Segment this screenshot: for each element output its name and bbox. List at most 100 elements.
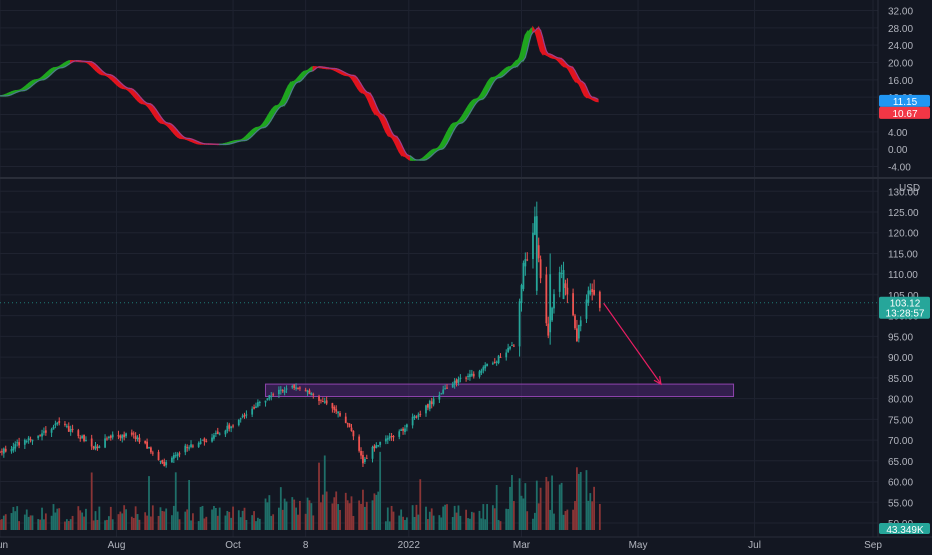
volume-bar <box>591 501 593 530</box>
volume-bar <box>402 517 404 530</box>
candle-body <box>374 446 376 448</box>
volume-bar <box>364 507 366 530</box>
osc-y-tick-label: 16.00 <box>888 76 913 87</box>
volume-bar <box>152 505 154 530</box>
candle-body <box>280 390 282 391</box>
volume-bar <box>0 520 1 530</box>
candle-body <box>297 388 299 389</box>
volume-bar <box>479 511 481 530</box>
candle-body <box>402 429 404 431</box>
volume-bar <box>282 510 284 530</box>
volume-bar <box>3 516 5 530</box>
candle-body <box>372 447 374 459</box>
price-y-tick-label: 125.00 <box>888 208 919 219</box>
candle-body <box>404 429 406 432</box>
volume-bar <box>119 512 121 530</box>
volume-bar <box>112 519 114 530</box>
volume-bar <box>270 516 272 530</box>
volume-bar <box>362 490 364 530</box>
candle-body <box>589 290 591 294</box>
volume-bar <box>95 511 97 530</box>
volume-bar <box>150 516 152 530</box>
volume-bar <box>225 516 227 530</box>
candle-body <box>335 409 337 411</box>
candle-body <box>226 426 228 431</box>
candle-body <box>599 292 601 308</box>
candle-body <box>259 402 261 403</box>
volume-bar <box>211 510 213 530</box>
volume-bar <box>580 472 582 530</box>
candle-body <box>494 362 496 363</box>
volume-bar <box>345 493 347 530</box>
volume-bar <box>540 488 542 530</box>
volume-bar <box>24 515 26 530</box>
volume-bar <box>278 508 280 530</box>
candle-body <box>385 439 387 442</box>
volume-bar <box>79 510 81 530</box>
volume-bar <box>244 508 246 530</box>
price-y-tick-label: 60.00 <box>888 478 913 489</box>
volume-bar <box>37 519 39 530</box>
candle-body <box>66 426 68 427</box>
volume-bar <box>465 510 467 530</box>
candle-body <box>509 347 511 349</box>
volume-bar <box>255 521 257 530</box>
volume-bar <box>205 517 207 530</box>
volume-bar <box>391 506 393 530</box>
candle-body <box>454 381 456 385</box>
volume-bar <box>257 518 259 530</box>
candle-body <box>349 424 351 428</box>
volume-bar <box>91 472 93 530</box>
candle-body <box>144 441 146 443</box>
volume-bar <box>551 476 553 530</box>
volume-bar <box>110 507 112 530</box>
price-y-tick-label: 80.00 <box>888 395 913 406</box>
volume-bar <box>77 506 79 530</box>
volume-bar <box>563 515 565 530</box>
candle-body <box>293 384 295 388</box>
volume-bar <box>171 515 173 530</box>
volume-bar <box>68 521 70 530</box>
volume-bar <box>165 509 167 530</box>
volume-bar <box>188 480 190 530</box>
candle-body <box>171 458 173 463</box>
candle-body <box>565 283 567 288</box>
volume-bar <box>404 520 406 530</box>
volume-bar <box>106 520 108 530</box>
candle-body <box>95 445 97 449</box>
volume-bar <box>536 481 538 530</box>
candle-body <box>30 439 32 440</box>
volume-bar <box>553 514 555 530</box>
candle-body <box>547 324 549 336</box>
support-zone-rect[interactable] <box>266 384 734 396</box>
candle-body <box>0 452 1 453</box>
volume-bar <box>305 514 307 530</box>
support-zone[interactable] <box>266 384 734 396</box>
volume-bar <box>498 520 500 530</box>
volume-bar <box>513 501 515 530</box>
candle-body <box>333 407 335 410</box>
volume-bar <box>458 505 460 530</box>
price-y-tick-label: 110.00 <box>888 270 918 281</box>
candle-body <box>505 353 507 358</box>
volume-bar <box>242 511 244 530</box>
volume-bar <box>519 478 521 530</box>
candle-body <box>5 449 7 452</box>
candle-body <box>244 415 246 417</box>
volume-bar <box>184 512 186 530</box>
candle-body <box>536 216 538 291</box>
candle-body <box>586 300 588 319</box>
volume-bar <box>26 509 28 530</box>
candle-body <box>433 399 435 405</box>
price-y-tick-label: 95.00 <box>888 332 913 343</box>
candle-body <box>310 393 312 395</box>
candle-body <box>152 453 154 454</box>
volume-bar <box>85 509 87 530</box>
candle-body <box>519 301 521 346</box>
candle-body <box>135 436 137 439</box>
volume-bar <box>240 517 242 530</box>
volume-bar <box>509 487 511 530</box>
volume-bar <box>58 508 60 530</box>
